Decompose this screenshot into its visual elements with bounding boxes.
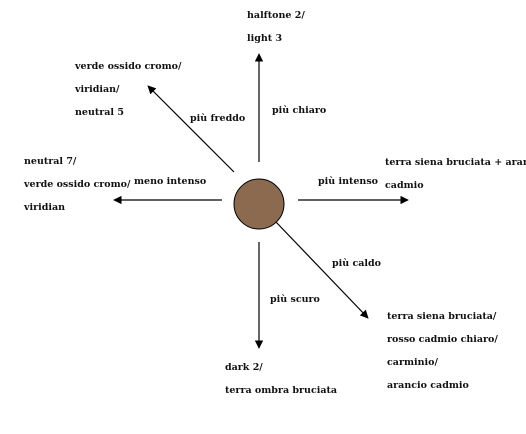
label-piu-intenso: più intenso [316,176,381,187]
target-upleft: verde ossido cromo/ viridian/ neutral 5 [75,61,182,118]
arrow-upleft [147,85,235,173]
center-color-swatch [233,178,285,230]
label-piu-scuro: più scuro [268,294,322,305]
target-left: neutral 7/ verde ossido cromo/ viridian [24,156,131,213]
target-up: halftone 2/ light 3 [247,10,305,44]
label-piu-freddo: più freddo [188,113,248,124]
target-right: terra siena bruciata + arancio cadmio [385,157,526,191]
label-meno-intenso: meno intenso [132,176,209,187]
label-piu-caldo: più caldo [330,258,383,269]
arrow-downright [275,221,369,319]
target-down: dark 2/ terra ombra bruciata [225,362,338,396]
target-downright: terra siena bruciata/ rosso cadmio chiar… [387,311,498,391]
label-piu-chiaro: più chiaro [270,105,329,116]
